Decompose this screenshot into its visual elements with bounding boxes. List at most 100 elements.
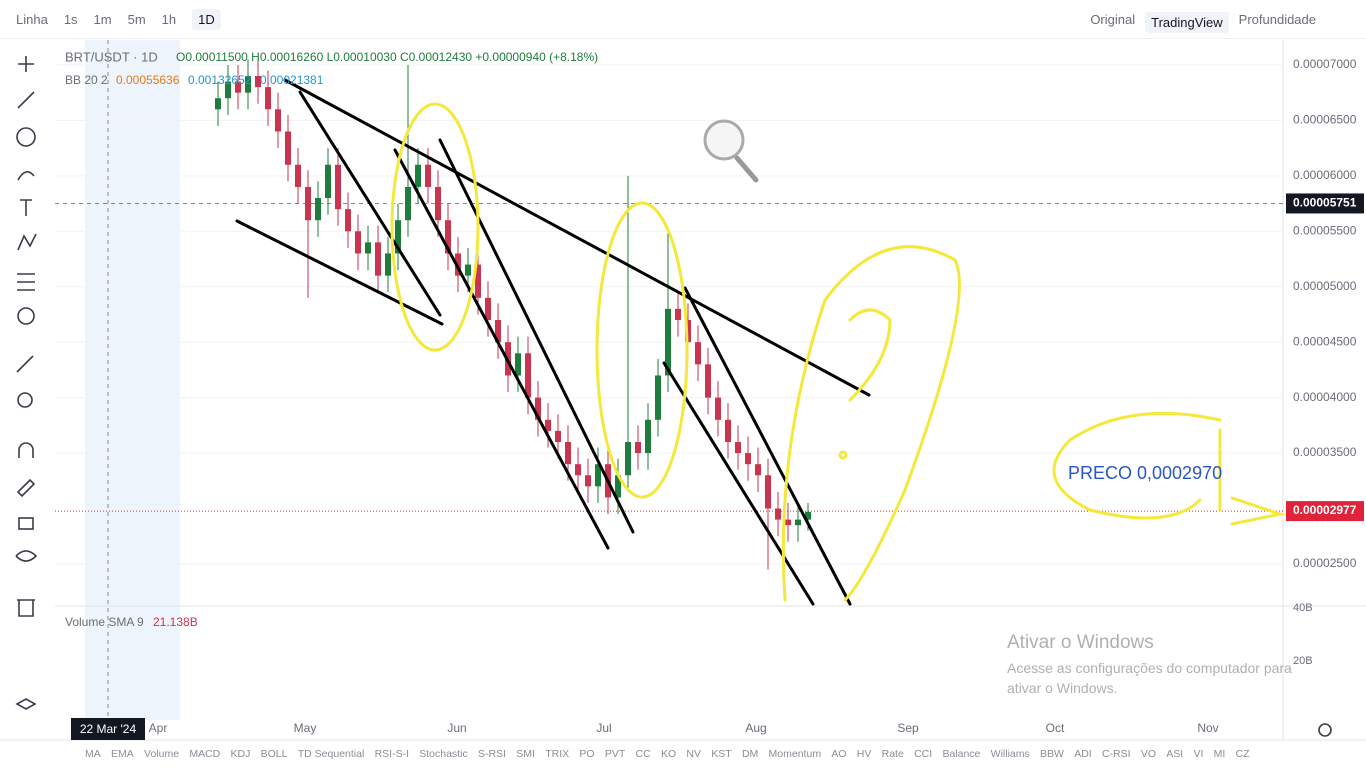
indicator[interactable]: VO <box>1140 748 1156 760</box>
candle-body <box>435 186 441 221</box>
indicator[interactable]: BOLL <box>260 748 288 760</box>
magnet-tool[interactable] <box>18 442 34 458</box>
candle-body <box>615 475 621 498</box>
indicator[interactable]: Volume <box>144 748 180 760</box>
interval[interactable]: 1m <box>93 11 112 27</box>
indicator[interactable]: S-RSI <box>477 748 506 760</box>
emoji-tool[interactable] <box>17 307 35 325</box>
top-toolbar: Linha 1s 1m 5m 1h 1D Original TradingVie… <box>0 0 1366 39</box>
y-tick-label: 0.00006000 <box>1293 168 1357 182</box>
candle-body <box>595 464 601 487</box>
ruler-tool[interactable] <box>16 355 34 373</box>
x-tick-label: Apr <box>149 721 168 735</box>
crosshair-tool[interactable] <box>18 56 34 72</box>
indicator[interactable]: BBW <box>1040 748 1064 760</box>
interval[interactable]: 5m <box>127 11 146 27</box>
lock-draw-tool[interactable] <box>16 478 36 498</box>
lock-tool[interactable] <box>18 517 34 530</box>
interval[interactable]: 1h <box>161 11 177 27</box>
view-tab[interactable]: Profundidade <box>1238 12 1316 27</box>
y-tick-label: 0.00005500 <box>1293 223 1357 237</box>
candle-body <box>775 508 781 520</box>
crosshair-price-tag <box>1286 193 1364 214</box>
indicator[interactable]: CZ <box>1235 748 1250 760</box>
indicator[interactable]: Momentum <box>768 748 822 760</box>
candle-body <box>245 76 251 93</box>
candle-body <box>415 164 421 187</box>
brush-tool[interactable] <box>17 171 35 181</box>
last-price-tag <box>1286 501 1364 522</box>
pattern-tool[interactable] <box>17 233 37 251</box>
candle-body <box>645 419 651 454</box>
indicator[interactable]: AO <box>831 748 847 760</box>
x-tick-label: May <box>294 721 317 735</box>
indicator[interactable]: DM <box>741 748 759 760</box>
symbol-title: BRT/USDT · 1D <box>65 49 158 64</box>
y-tick-label: 0.00004500 <box>1293 334 1357 348</box>
candle-body <box>725 419 731 442</box>
interval[interactable]: 1s <box>63 11 78 27</box>
indicator[interactable]: ASI <box>1166 748 1184 760</box>
delete-tool[interactable] <box>17 599 35 617</box>
indicator[interactable]: MA <box>85 748 101 760</box>
indicator[interactable]: CC <box>635 748 651 760</box>
windows-watermark: Ativar o Windows Acesse as configurações… <box>1007 632 1317 698</box>
indicator[interactable]: Rate <box>881 748 904 760</box>
candle-body <box>295 164 301 187</box>
drawings <box>235 78 1286 606</box>
candle-body <box>255 76 261 88</box>
left-tools <box>15 56 1332 737</box>
fib-tool[interactable] <box>16 127 36 147</box>
text-tool[interactable] <box>20 199 32 216</box>
volume-title: Volume SMA 9 <box>65 615 144 629</box>
indicator[interactable]: Stochastic <box>419 748 468 760</box>
y-tick-label: 0.00003500 <box>1293 445 1357 459</box>
candle-body <box>535 397 541 420</box>
settings[interactable] <box>1318 723 1332 737</box>
indicator[interactable]: PO <box>579 748 595 760</box>
indicator[interactable]: KO <box>660 748 677 760</box>
candle-body <box>715 397 721 420</box>
interval[interactable]: 1D <box>192 8 221 30</box>
x-tick-label: Jun <box>447 721 466 735</box>
indicator[interactable]: PVT <box>604 748 626 760</box>
candle-body <box>805 511 811 520</box>
view-tab[interactable]: TradingView <box>1145 12 1229 33</box>
indicator[interactable]: HV <box>856 748 872 760</box>
watermark-title: Ativar o Windows <box>1007 632 1154 653</box>
indicator[interactable]: Williams <box>990 748 1030 760</box>
indicator[interactable]: EMA <box>111 748 134 760</box>
indicator[interactable]: SMI <box>516 748 535 760</box>
indicator[interactable]: MACD <box>189 748 221 760</box>
candle-body <box>445 220 451 254</box>
view-tab[interactable]: Original <box>1090 12 1136 27</box>
highlight-range <box>85 40 180 720</box>
zoom-tool[interactable] <box>17 392 33 408</box>
forecast-tool[interactable] <box>17 273 35 291</box>
candle-body <box>675 308 681 321</box>
layers-tool[interactable] <box>15 698 37 710</box>
indicator[interactable]: RSI-S-I <box>374 748 409 760</box>
indicator[interactable]: Balance <box>942 748 981 760</box>
indicator[interactable]: TRIX <box>545 748 570 760</box>
indicator[interactable]: KDJ <box>230 748 251 760</box>
candle-body <box>385 253 391 276</box>
indicator[interactable]: TD Sequential <box>297 748 365 760</box>
indicator[interactable]: CCI <box>914 748 933 760</box>
line-tool[interactable] <box>17 91 35 109</box>
x-tick-label: Oct <box>1046 721 1065 735</box>
visibility-tool[interactable] <box>15 550 38 562</box>
candle-body <box>565 441 571 465</box>
indicator[interactable]: MI <box>1213 748 1226 760</box>
interval[interactable]: Linha <box>16 11 48 27</box>
indicator[interactable]: ADI <box>1074 748 1092 760</box>
candle-body <box>225 81 231 99</box>
indicator[interactable]: KST <box>711 748 732 760</box>
candle-body <box>785 519 791 526</box>
indicator[interactable]: C-RSI <box>1101 748 1131 760</box>
indicator[interactable]: VI <box>1193 748 1204 760</box>
bb-value: 0.00021381 <box>260 73 324 87</box>
last-price: 0.00002977 <box>1293 503 1357 517</box>
indicator[interactable]: NV <box>686 748 701 760</box>
